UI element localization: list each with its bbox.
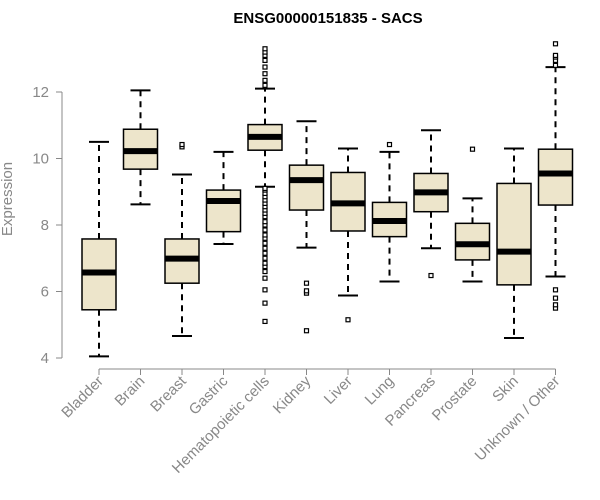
outlier-point xyxy=(303,280,310,286)
boxes-group xyxy=(81,41,574,358)
y-tick-label: 8 xyxy=(41,217,49,234)
outlier-point xyxy=(469,146,476,152)
y-tick-label: 6 xyxy=(41,284,49,301)
outlier-point xyxy=(345,317,351,323)
outlier-point xyxy=(262,268,268,275)
outlier-point xyxy=(262,300,268,306)
box-group xyxy=(247,46,283,325)
outlier-point xyxy=(262,245,268,251)
box-group xyxy=(413,129,449,279)
outlier-point xyxy=(262,232,268,238)
outlier-point xyxy=(262,185,268,192)
x-tick-label: Breast xyxy=(147,372,190,415)
box-group xyxy=(205,150,242,245)
x-tick-label: Liver xyxy=(321,373,356,408)
outlier-point xyxy=(262,260,268,266)
y-axis-label: Expression xyxy=(0,162,16,236)
outlier-point xyxy=(262,77,268,83)
outlier-point xyxy=(428,272,434,279)
box-group xyxy=(81,140,117,358)
outlier-point xyxy=(552,287,559,293)
outlier-point xyxy=(262,71,268,77)
box-iqr xyxy=(288,164,325,211)
x-tick-label: Prostate xyxy=(429,373,481,425)
outlier-point xyxy=(552,295,559,301)
box-group xyxy=(496,147,532,340)
chart-title: ENSG00000151835 - SACS xyxy=(233,10,422,27)
x-tick-label: Brain xyxy=(112,373,149,410)
outlier-point xyxy=(303,328,310,334)
box-group xyxy=(454,146,491,283)
box-group xyxy=(330,147,366,323)
outlier-point xyxy=(179,141,185,148)
outlier-point xyxy=(262,287,268,293)
y-tick-label: 10 xyxy=(32,151,49,168)
outlier-point xyxy=(552,62,559,69)
outlier-point xyxy=(552,52,559,59)
outlier-point xyxy=(386,141,393,148)
x-tick-label: Kidney xyxy=(270,372,315,417)
box-group xyxy=(288,120,325,334)
box-iqr xyxy=(496,182,532,286)
outlier-point xyxy=(262,219,268,225)
outlier-point xyxy=(262,250,268,256)
outlier-point xyxy=(552,41,559,47)
x-tick-label: Bladder xyxy=(58,373,107,422)
outlier-point xyxy=(262,46,268,52)
outlier-point xyxy=(262,240,268,246)
box-group xyxy=(164,141,200,338)
outlier-point xyxy=(552,302,559,308)
y-axis: 4 6 8 10 12 xyxy=(32,84,63,367)
outlier-point xyxy=(262,255,268,261)
x-tick-label: Lung xyxy=(362,373,398,409)
outlier-point xyxy=(303,288,310,294)
outlier-point xyxy=(262,318,268,325)
y-tick-label: 4 xyxy=(41,350,49,367)
y-tick-label: 12 xyxy=(32,84,49,101)
outlier-point xyxy=(262,227,268,233)
box-iqr xyxy=(537,148,574,206)
outlier-point xyxy=(262,275,268,281)
box-group xyxy=(122,89,159,206)
outlier-point xyxy=(262,64,268,70)
box-iqr xyxy=(205,189,242,233)
box-group xyxy=(371,141,408,283)
box-group xyxy=(537,41,574,311)
x-tick-label: Skin xyxy=(489,373,522,406)
outlier-point xyxy=(262,82,268,88)
outlier-point xyxy=(262,57,268,64)
